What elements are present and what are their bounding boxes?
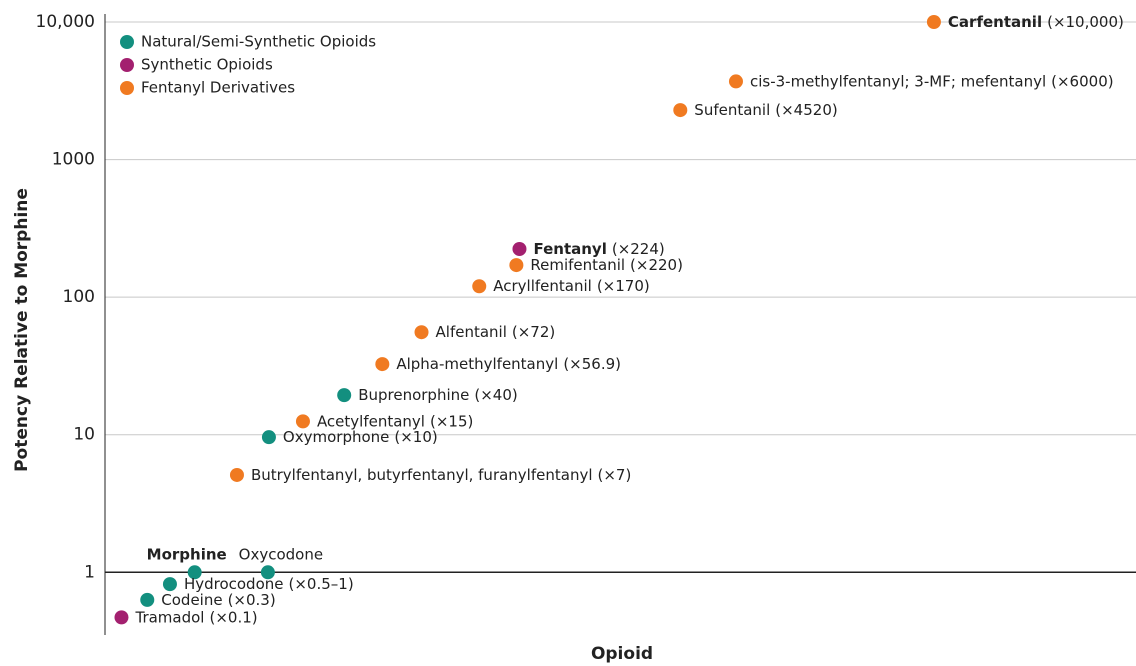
point-label: Tramadol (×0.1): [134, 608, 257, 626]
point-note: (×4520): [775, 101, 837, 119]
point: [472, 279, 487, 294]
point-name: cis-3-methylfentanyl; 3-MF; mefentanyl: [750, 72, 1046, 90]
point-label: Codeine (×0.3): [161, 590, 275, 608]
point-name: Morphine: [147, 545, 227, 563]
point-name: Sufentanil: [694, 101, 770, 119]
point: [337, 388, 352, 403]
point-note: (×0.5–1): [289, 575, 354, 593]
point-label: Acryllfentanil (×170): [493, 277, 649, 295]
legend-marker: [120, 81, 134, 95]
point: [509, 258, 524, 273]
point-name: Oxymorphone: [283, 428, 389, 446]
legend-label: Fentanyl Derivatives: [141, 79, 295, 97]
point-label: Buprenorphine (×40): [358, 386, 518, 404]
point-name: Acryllfentanil: [493, 277, 592, 295]
point-label: Fentanyl (×224): [533, 239, 664, 257]
point-name: Remifentanil: [530, 256, 625, 274]
point-name: Acetylfentanyl: [317, 412, 425, 430]
x-axis-title: Opioid: [591, 644, 653, 664]
point-name: Carfentanil: [948, 13, 1042, 31]
point-name: Butrylfentanyl, butyrfentanyl, furanylfe…: [251, 465, 593, 483]
point: [260, 565, 275, 580]
point: [229, 467, 244, 482]
point: [926, 15, 941, 29]
y-tick-label: 10,000: [36, 12, 95, 32]
legend-label: Synthetic Opioids: [141, 56, 273, 74]
point-label: Acetylfentanyl (×15): [317, 412, 473, 430]
point-name: Hydrocodone: [184, 575, 284, 593]
point-name: Alpha-methylfentanyl: [396, 355, 558, 373]
point-label: Hydrocodone (×0.5–1): [184, 575, 354, 593]
y-tick-label: 1: [84, 562, 95, 582]
point-note: (×40): [474, 386, 517, 404]
point: [295, 414, 310, 429]
point-name: Tramadol: [134, 608, 204, 626]
point: [414, 325, 429, 340]
point: [375, 357, 390, 372]
legend-marker: [120, 58, 134, 72]
legend-marker: [120, 35, 134, 49]
point-note: (×0.3): [228, 590, 276, 608]
point-label: cis-3-methylfentanyl; 3-MF; mefentanyl (×…: [750, 72, 1114, 90]
point: [162, 577, 177, 592]
point-name: Buprenorphine: [358, 386, 469, 404]
point-note: (×0.1): [209, 608, 257, 626]
point-note: (×224): [612, 239, 665, 257]
point-name: Fentanyl: [533, 239, 606, 257]
y-tick-label: 10: [73, 425, 95, 445]
point-label: Sufentanil (×4520): [694, 101, 837, 119]
point-note: (×56.9): [563, 355, 621, 373]
point-label: Butrylfentanyl, butyrfentanyl, furanylfe…: [251, 465, 631, 483]
point-label: Alfentanil (×72): [436, 323, 556, 341]
point: [728, 74, 743, 89]
point: [114, 610, 129, 625]
point-note: (×15): [430, 412, 473, 430]
point-note: (×72): [512, 323, 555, 341]
point-label: Morphine: [147, 545, 227, 563]
point: [187, 565, 202, 580]
point-note: (×6000): [1051, 72, 1113, 90]
point-note: (×7): [598, 465, 632, 483]
point-label: Carfentanil (×10,000): [948, 13, 1124, 31]
point-note: (×10,000): [1047, 13, 1124, 31]
y-tick-label: 100: [63, 287, 95, 307]
point: [512, 241, 527, 256]
point-note: (×10): [394, 428, 437, 446]
y-tick-label: 1000: [52, 150, 95, 170]
point: [140, 592, 155, 607]
point-label: Remifentanil (×220): [530, 256, 683, 274]
point-name: Alfentanil: [436, 323, 507, 341]
point: [673, 103, 688, 118]
point-note: (×170): [597, 277, 650, 295]
point-note: (×220): [630, 256, 683, 274]
point: [261, 430, 276, 445]
point-label: Oxycodone: [239, 545, 323, 563]
point-name: Oxycodone: [239, 545, 323, 563]
y-axis-title: Potency Relative to Morphine: [12, 188, 32, 472]
point-label: Alpha-methylfentanyl (×56.9): [396, 355, 621, 373]
point-label: Oxymorphone (×10): [283, 428, 438, 446]
point-name: Codeine: [161, 590, 222, 608]
legend-label: Natural/Semi-Synthetic Opioids: [141, 33, 376, 51]
